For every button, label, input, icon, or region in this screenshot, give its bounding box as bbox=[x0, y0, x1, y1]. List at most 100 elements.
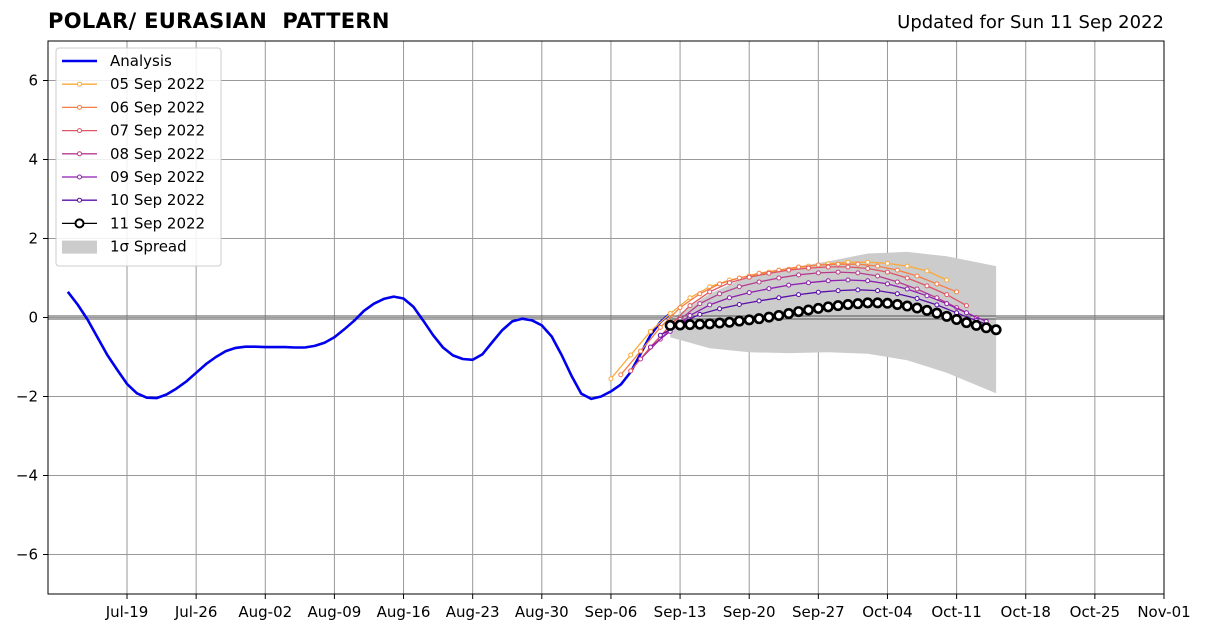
x-tick-label: Aug-09 bbox=[308, 603, 362, 621]
forecast-point bbox=[805, 265, 811, 271]
legend-label: 1σ Spread bbox=[110, 238, 187, 256]
forecast-point bbox=[865, 259, 871, 265]
forecast-point bbox=[647, 344, 653, 350]
spread-band bbox=[670, 251, 997, 394]
forecast-point bbox=[733, 315, 745, 327]
x-tick-label: Oct-18 bbox=[1001, 603, 1051, 621]
forecast-point bbox=[805, 280, 811, 286]
forecast-point bbox=[815, 289, 821, 295]
x-tick-label: Aug-23 bbox=[446, 603, 500, 621]
legend-box bbox=[55, 47, 222, 267]
forecast-point bbox=[963, 303, 969, 309]
x-tick-label: Aug-16 bbox=[377, 603, 431, 621]
forecast-point bbox=[875, 263, 881, 269]
forecast-point bbox=[875, 273, 881, 279]
legend-marker bbox=[77, 174, 82, 180]
legend-marker bbox=[77, 151, 82, 157]
forecast-point bbox=[753, 313, 765, 325]
forecast-point bbox=[638, 356, 644, 362]
forecast-point bbox=[707, 289, 713, 295]
forecast-point bbox=[714, 317, 726, 329]
forecast-point bbox=[904, 275, 910, 281]
forecast-point bbox=[904, 263, 910, 269]
legend-label: 05 Sep 2022 bbox=[110, 75, 205, 93]
forecast-point bbox=[822, 301, 834, 313]
forecast-point bbox=[842, 298, 854, 310]
forecast-point bbox=[970, 319, 982, 331]
legend-label: 08 Sep 2022 bbox=[110, 145, 205, 163]
forecast-point bbox=[944, 292, 950, 298]
forecast-point bbox=[894, 267, 900, 273]
forecast-point bbox=[884, 260, 890, 266]
legend-label: 10 Sep 2022 bbox=[110, 191, 205, 209]
chart-subtitle: Updated for Sun 11 Sep 2022 bbox=[897, 12, 1164, 33]
forecast-point bbox=[951, 313, 963, 325]
forecast-point bbox=[687, 313, 693, 319]
forecast-point bbox=[628, 352, 634, 358]
x-axis: Jul-19 Jul-26 Aug-02 Aug-09 Aug-16 Aug-23 Aug-… bbox=[105, 594, 1191, 621]
forecast-point bbox=[618, 372, 624, 378]
forecast-point bbox=[657, 332, 663, 338]
legend-label: 11 Sep 2022 bbox=[110, 214, 205, 232]
forecast-point bbox=[674, 319, 686, 331]
forecast-point bbox=[697, 291, 703, 297]
forecast-point bbox=[835, 269, 841, 275]
forecast-point bbox=[726, 295, 732, 301]
forecast-point bbox=[914, 273, 920, 279]
forecast-point bbox=[931, 307, 943, 319]
legend-marker bbox=[77, 81, 82, 87]
forecast-point bbox=[884, 269, 890, 275]
forecast-point bbox=[763, 311, 775, 323]
legend-marker bbox=[77, 128, 82, 134]
forecast-point bbox=[934, 302, 940, 308]
forecast-point bbox=[855, 270, 861, 276]
forecast-point bbox=[783, 308, 795, 320]
forecast-point bbox=[756, 298, 762, 304]
forecast-line bbox=[649, 279, 987, 348]
forecast-point bbox=[815, 270, 821, 276]
forecast-point bbox=[766, 286, 772, 292]
x-tick-label: Aug-02 bbox=[238, 603, 292, 621]
forecast-point bbox=[835, 288, 841, 294]
y-tick-label: 2 bbox=[28, 230, 38, 248]
forecast-point bbox=[891, 298, 903, 310]
y-tick-label: 4 bbox=[28, 151, 38, 169]
forecast-point bbox=[746, 290, 752, 296]
forecast-point bbox=[944, 277, 950, 283]
forecast-point bbox=[628, 368, 634, 374]
forecast-point bbox=[776, 295, 782, 301]
forecast-point bbox=[704, 318, 716, 330]
forecast-point bbox=[832, 300, 844, 312]
legend-marker bbox=[77, 104, 82, 110]
forecast-point bbox=[855, 261, 861, 267]
forecast-point bbox=[707, 302, 713, 308]
forecast-point bbox=[954, 289, 960, 295]
legend: Analysis 05 Sep 2022 06 Sep 2022 07 Sep 202… bbox=[55, 47, 222, 267]
forecast-point bbox=[802, 304, 814, 316]
chart-title: POLAR/ EURASIAN PATTERN bbox=[48, 9, 390, 33]
forecast-point bbox=[638, 348, 644, 354]
forecast-point bbox=[647, 328, 653, 334]
forecast-point bbox=[894, 291, 900, 297]
forecast-line bbox=[659, 289, 997, 336]
forecast-point bbox=[944, 301, 950, 307]
forecast-point bbox=[717, 281, 723, 287]
forecast-point bbox=[736, 284, 742, 290]
forecast-point bbox=[697, 311, 703, 317]
y-tick-label: −4 bbox=[16, 467, 38, 485]
forecast-point bbox=[694, 318, 706, 330]
x-tick-label: Sep-13 bbox=[654, 603, 707, 621]
x-tick-label: Jul-19 bbox=[105, 603, 149, 621]
forecast-point bbox=[921, 304, 933, 316]
legend-label: 07 Sep 2022 bbox=[110, 122, 205, 140]
spread-layer bbox=[670, 251, 997, 394]
forecast-layer bbox=[608, 259, 1002, 382]
forecast-point bbox=[687, 303, 693, 309]
forecast-point bbox=[845, 277, 851, 283]
y-tick-label: 0 bbox=[28, 309, 38, 327]
legend-spread-swatch bbox=[62, 240, 97, 254]
forecast-point bbox=[723, 316, 735, 328]
forecast-point bbox=[608, 376, 614, 382]
forecast-point bbox=[697, 301, 703, 307]
